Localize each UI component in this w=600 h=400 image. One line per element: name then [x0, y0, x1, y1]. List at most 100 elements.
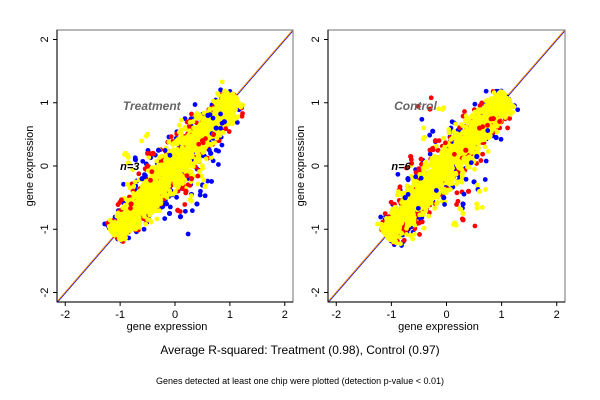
- data-point: [147, 212, 153, 218]
- data-point: [123, 231, 128, 237]
- data-point: [391, 239, 397, 245]
- data-point: [178, 167, 184, 173]
- data-point: [197, 128, 202, 134]
- x-tick-label: -1: [115, 309, 125, 321]
- data-point: [203, 127, 209, 132]
- data-point: [220, 95, 226, 101]
- data-point: [214, 135, 220, 141]
- data-point: [478, 158, 484, 163]
- data-point: [149, 169, 155, 175]
- data-point: [215, 91, 220, 96]
- data-point: [154, 158, 160, 164]
- data-point: [180, 145, 186, 151]
- data-point: [448, 137, 454, 142]
- data-point: [114, 231, 119, 237]
- data-point: [423, 159, 429, 165]
- data-point: [404, 165, 409, 171]
- data-point: [471, 179, 477, 185]
- data-point: [406, 223, 412, 228]
- data-point: [168, 134, 174, 140]
- data-point: [220, 100, 226, 106]
- data-point: [195, 132, 201, 138]
- data-point: [200, 140, 206, 146]
- data-point: [229, 105, 235, 111]
- data-point: [166, 162, 172, 168]
- data-point: [182, 124, 188, 130]
- data-point: [482, 177, 488, 182]
- data-point: [162, 173, 168, 179]
- data-point: [444, 165, 450, 171]
- data-point: [421, 211, 426, 217]
- series-red: [408, 95, 502, 237]
- data-point: [479, 137, 485, 143]
- data-point: [226, 129, 232, 134]
- data-point: [127, 228, 133, 233]
- data-point: [125, 181, 130, 187]
- data-point: [433, 188, 439, 193]
- data-point: [199, 132, 205, 138]
- data-point: [202, 193, 208, 199]
- data-point: [485, 128, 491, 133]
- data-point: [131, 183, 137, 189]
- data-point: [379, 221, 384, 227]
- data-point: [476, 118, 481, 124]
- data-point: [155, 169, 160, 175]
- data-point: [151, 192, 157, 198]
- data-point: [127, 185, 133, 191]
- data-point: [395, 171, 401, 177]
- data-point: [183, 190, 189, 196]
- data-point: [463, 133, 469, 138]
- data-point: [230, 111, 236, 116]
- data-point: [412, 226, 418, 232]
- plot-area: [328, 30, 565, 302]
- data-point: [432, 205, 438, 211]
- data-point: [207, 112, 213, 118]
- data-point: [125, 160, 131, 166]
- x-tick-label: -2: [60, 309, 70, 321]
- data-point: [228, 119, 233, 125]
- data-point: [459, 173, 465, 179]
- y-tick-label: 0: [310, 163, 322, 169]
- data-point: [408, 211, 414, 216]
- data-point: [420, 136, 426, 142]
- data-point: [497, 119, 502, 124]
- data-point: [510, 103, 516, 109]
- data-point: [224, 105, 230, 111]
- data-point: [484, 97, 490, 103]
- data-point: [490, 103, 496, 109]
- data-point: [461, 191, 467, 197]
- data-point: [463, 124, 469, 130]
- data-point: [168, 177, 174, 183]
- data-point: [403, 201, 409, 206]
- data-point: [219, 79, 225, 85]
- data-point: [487, 133, 493, 139]
- data-point: [189, 208, 195, 214]
- data-point: [142, 214, 147, 220]
- data-point: [122, 202, 128, 208]
- data-point: [455, 140, 460, 146]
- data-point: [400, 207, 406, 213]
- data-point: [408, 157, 414, 162]
- data-point: [378, 214, 384, 220]
- data-point: [159, 153, 164, 159]
- data-point: [391, 219, 396, 225]
- data-point: [130, 167, 136, 173]
- data-point: [426, 213, 432, 219]
- data-point: [474, 153, 480, 160]
- data-point: [442, 143, 448, 149]
- data-point: [433, 143, 439, 149]
- data-point: [185, 134, 190, 140]
- data-point: [210, 115, 216, 121]
- data-point: [435, 192, 440, 198]
- y-tick-label: -2: [39, 288, 51, 298]
- y-tick-label: 1: [310, 100, 322, 106]
- data-point: [219, 120, 225, 126]
- data-point: [206, 124, 212, 129]
- data-point: [458, 164, 463, 170]
- data-point: [436, 106, 442, 112]
- data-point: [485, 110, 491, 116]
- data-point: [235, 114, 241, 120]
- data-point: [435, 147, 441, 153]
- data-point: [399, 231, 405, 236]
